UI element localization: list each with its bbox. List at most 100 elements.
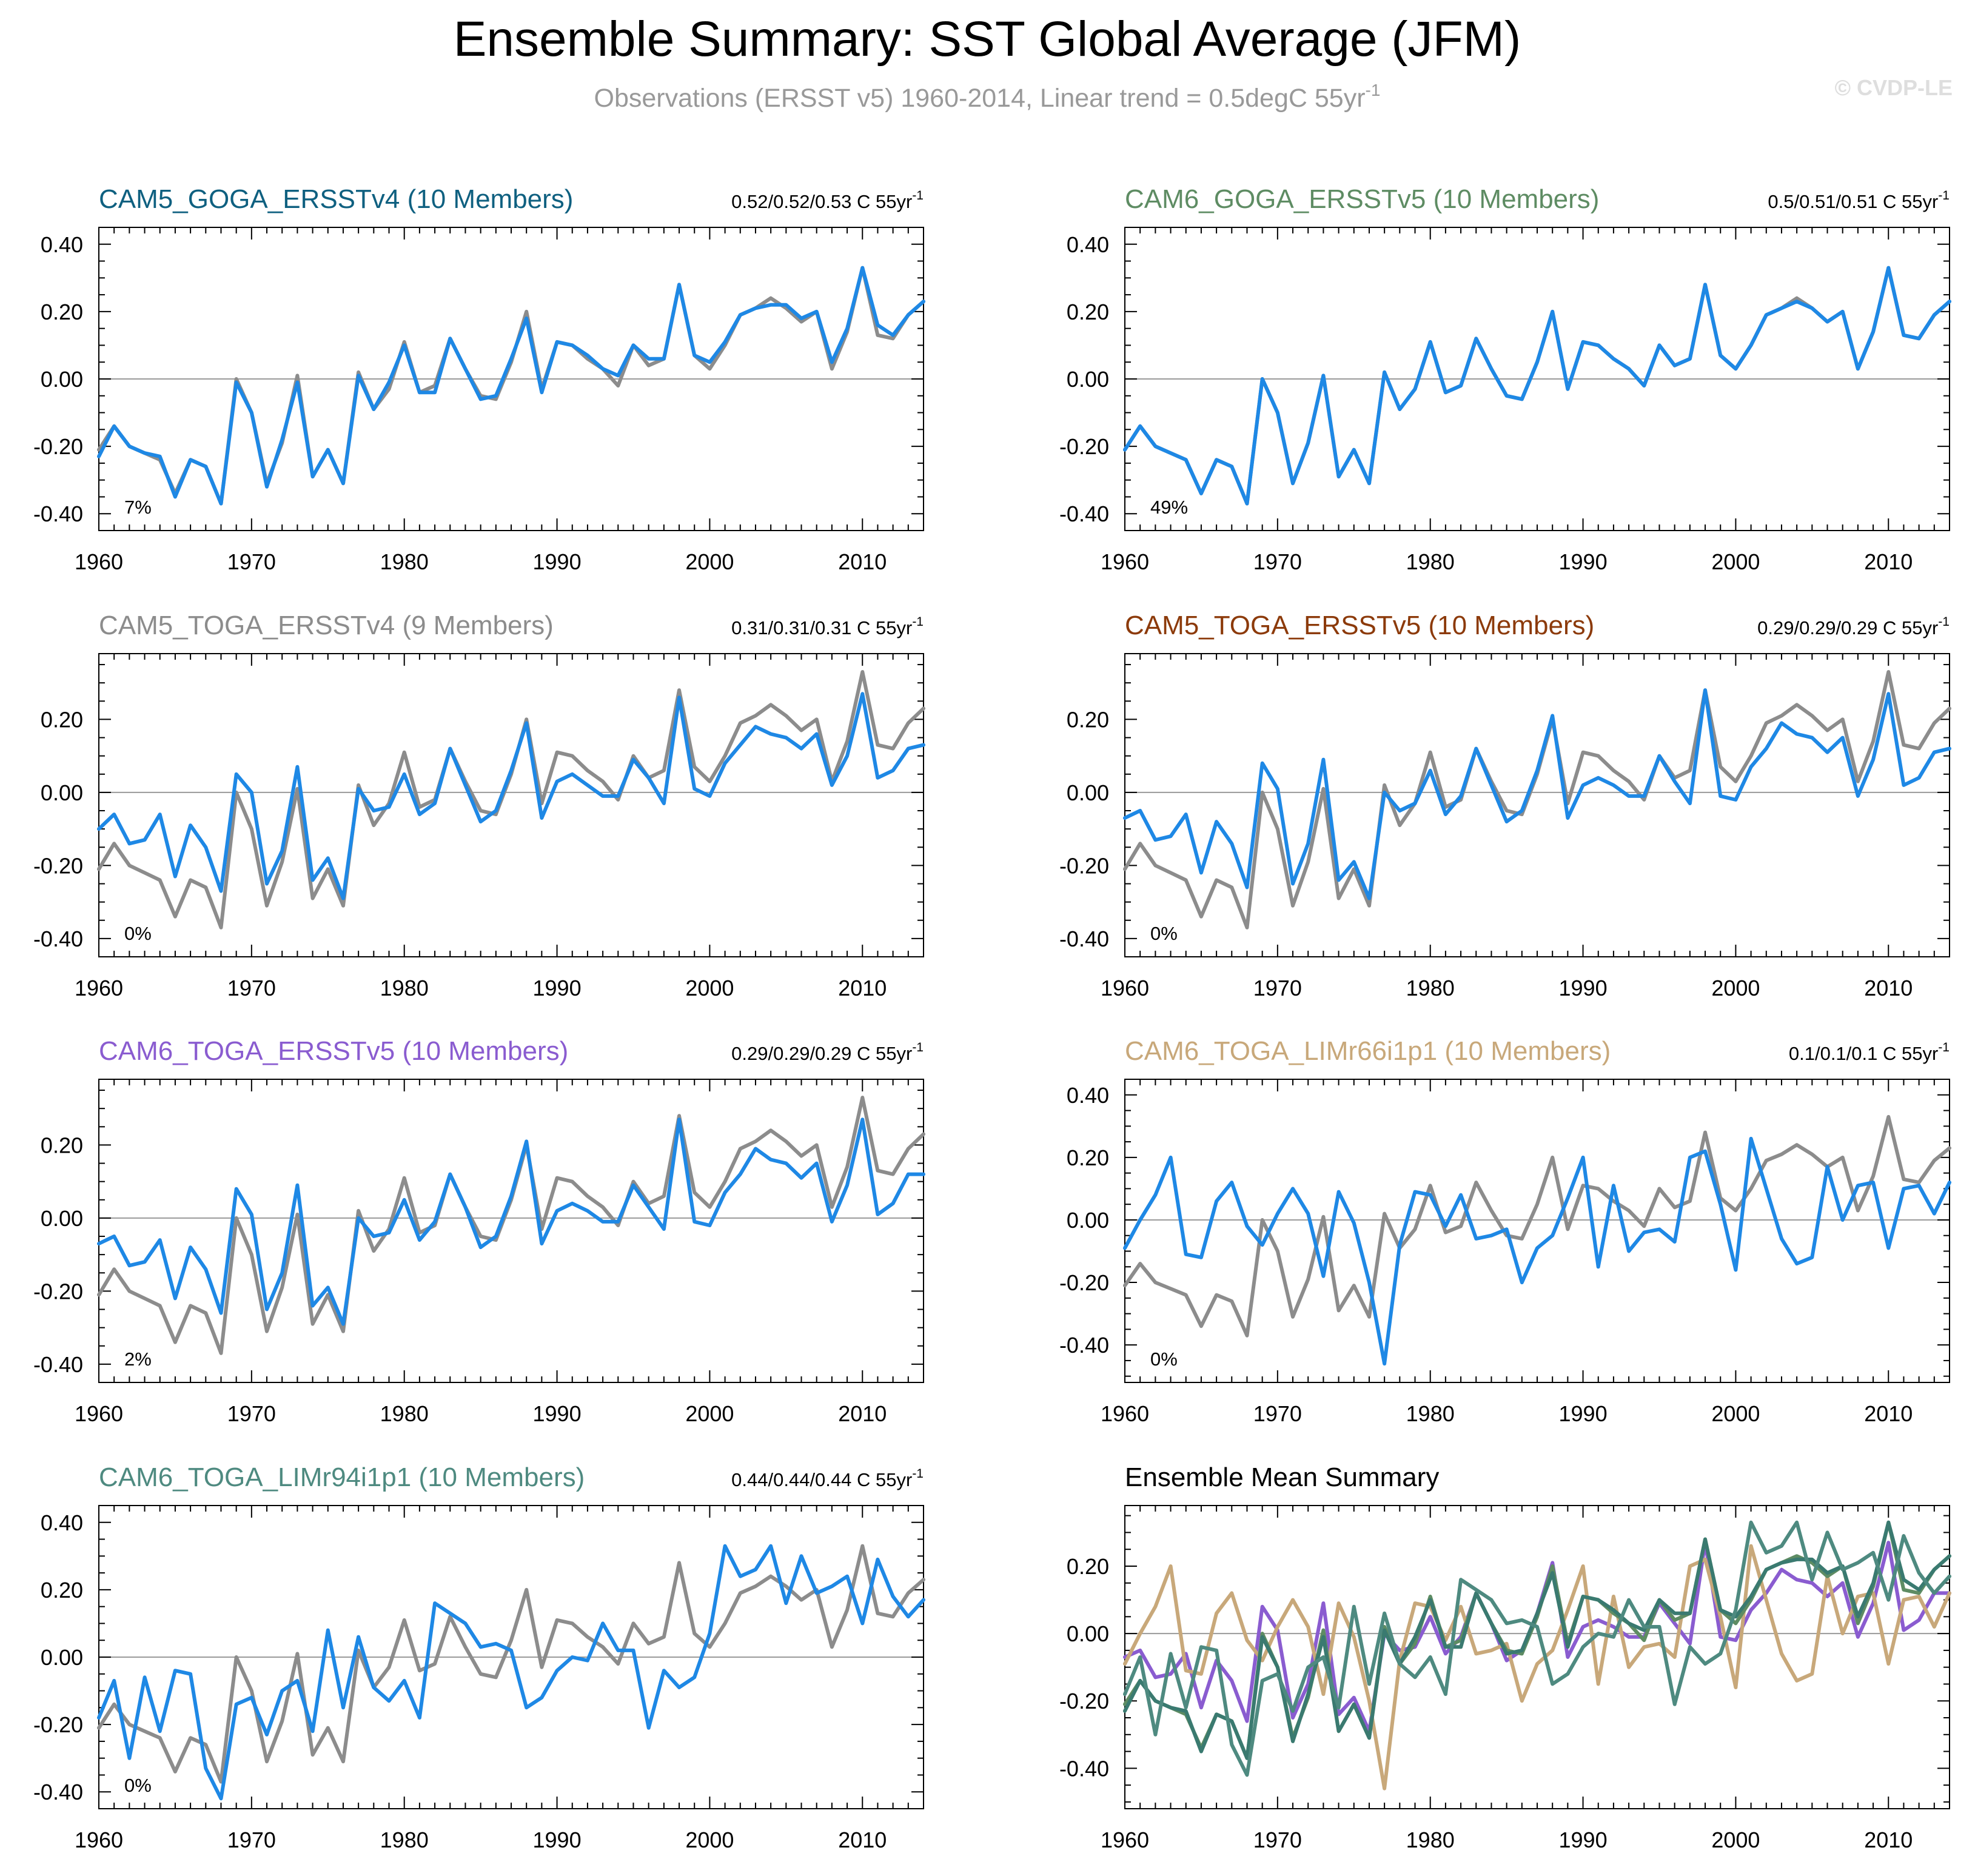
panel-title: CAM6_GOGA_ERSSTv5 (10 Members) <box>1125 184 1599 214</box>
panel-stats-sup: -1 <box>912 189 924 203</box>
panel-stats-sup: -1 <box>912 615 924 629</box>
panel-7: -0.40 -0.20 0.00 0.20 0.40 1960 1970 1980 1990 20… <box>33 1462 925 1852</box>
y-tick-label: -0.40 <box>33 501 83 526</box>
ensemble-mean-line <box>1123 1544 1951 1791</box>
x-tick-label: 1990 <box>1559 1827 1608 1852</box>
x-tick-label: 1970 <box>227 976 276 1000</box>
x-tick-label: 1970 <box>227 549 276 574</box>
ensemble-mean-line <box>1123 1520 1951 1777</box>
panel-stats-text: 0.31/0.31/0.31 C 55yr <box>731 617 912 638</box>
x-tick-label: 1980 <box>380 976 429 1000</box>
panel-title: Ensemble Mean Summary <box>1125 1462 1439 1492</box>
x-tick-label: 1980 <box>1406 1827 1455 1852</box>
y-tick-label: -0.20 <box>33 853 83 878</box>
y-tick-label: 0.20 <box>1067 707 1109 732</box>
panel-stats: 0.5/0.51/0.51 C 55yr-1 <box>1768 189 1950 212</box>
panel-title: CAM6_TOGA_LIMr66i1p1 (10 Members) <box>1125 1036 1611 1066</box>
panel-stats-text: 0.29/0.29/0.29 C 55yr <box>731 1043 912 1064</box>
observations-line <box>97 1544 925 1784</box>
x-tick-label: 2010 <box>838 549 887 574</box>
x-tick-label: 1980 <box>380 1401 429 1426</box>
x-tick-label: 1990 <box>1559 1401 1608 1426</box>
x-tick-label: 1960 <box>75 1827 123 1852</box>
y-tick-label: -0.20 <box>1059 853 1109 878</box>
y-tick-label: 0.20 <box>1067 1554 1109 1579</box>
panel-stats-text: 0.1/0.1/0.1 C 55yr <box>1789 1043 1938 1064</box>
panel-stats: 0.31/0.31/0.31 C 55yr-1 <box>731 615 924 638</box>
observations-line <box>1123 670 1951 930</box>
x-tick-label: 1960 <box>75 976 123 1000</box>
panel-title: CAM6_TOGA_LIMr94i1p1 (10 Members) <box>99 1462 585 1492</box>
y-tick-label: 0.40 <box>41 232 83 257</box>
x-tick-label: 1980 <box>380 1827 429 1852</box>
x-tick-label: 1970 <box>1253 549 1302 574</box>
y-tick-label: -0.40 <box>33 1352 83 1377</box>
panel-title: CAM5_GOGA_ERSSTv4 (10 Members) <box>99 184 573 214</box>
ensemble-mean-line <box>1123 688 1951 900</box>
x-tick-label: 1990 <box>1559 976 1608 1000</box>
observations-line <box>1123 266 1951 506</box>
x-tick-label: 1980 <box>1406 1401 1455 1426</box>
x-tick-label: 2000 <box>685 1827 734 1852</box>
x-tick-label: 1980 <box>1406 549 1455 574</box>
y-tick-label: -0.20 <box>1059 1689 1109 1714</box>
y-tick-label: -0.40 <box>33 926 83 951</box>
figure-subtitle-sup: -1 <box>1366 81 1381 99</box>
y-tick-label: -0.40 <box>33 1780 83 1804</box>
y-tick-label: 0.00 <box>41 780 83 805</box>
y-tick-label: 0.00 <box>41 1645 83 1670</box>
y-tick-label: 0.40 <box>1067 1083 1109 1108</box>
panel-percent: 49% <box>1150 497 1188 518</box>
x-tick-label: 2010 <box>1864 1401 1913 1426</box>
x-tick-label: 2000 <box>1711 976 1760 1000</box>
panel-title: CAM5_TOGA_ERSSTv5 (10 Members) <box>1125 611 1594 640</box>
x-tick-label: 1990 <box>533 549 582 574</box>
panel-stats-text: 0.5/0.51/0.51 C 55yr <box>1768 191 1938 212</box>
x-tick-label: 1970 <box>1253 976 1302 1000</box>
observations-line <box>97 1096 925 1355</box>
x-tick-label: 2010 <box>838 1827 887 1852</box>
x-tick-label: 2000 <box>685 1401 734 1426</box>
panel-stats-sup: -1 <box>1938 1040 1950 1054</box>
panel-percent: 0% <box>1150 1348 1178 1370</box>
x-tick-label: 1960 <box>75 549 123 574</box>
panels: -0.40 -0.20 0.00 0.20 0.40 1960 1970 1980 1990 20… <box>33 184 1951 1852</box>
x-tick-label: 2000 <box>1711 1401 1760 1426</box>
panel-percent: 7% <box>124 497 152 518</box>
x-tick-label: 2010 <box>838 976 887 1000</box>
x-tick-label: 2010 <box>1864 976 1913 1000</box>
y-tick-label: 0.20 <box>41 1133 83 1157</box>
panel-stats-text: 0.44/0.44/0.44 C 55yr <box>731 1469 912 1490</box>
x-tick-label: 1970 <box>227 1827 276 1852</box>
y-tick-label: -0.20 <box>33 1279 83 1304</box>
ensemble-mean-line <box>97 1117 925 1326</box>
panel-stats: 0.29/0.29/0.29 C 55yr-1 <box>1757 615 1950 638</box>
y-tick-label: -0.20 <box>33 1712 83 1737</box>
figure-subtitle-text: Observations (ERSST v5) 1960-2014, Linea… <box>594 84 1366 113</box>
y-tick-label: 0.00 <box>1067 367 1109 392</box>
ensemble-mean-line <box>97 1544 925 1801</box>
x-tick-label: 1960 <box>1101 549 1149 574</box>
x-tick-label: 2010 <box>1864 549 1913 574</box>
x-tick-label: 1960 <box>75 1401 123 1426</box>
observations-line <box>1123 1114 1951 1338</box>
panel-percent: 2% <box>124 1348 152 1370</box>
x-tick-label: 1960 <box>1101 976 1149 1000</box>
x-tick-label: 1990 <box>533 976 582 1000</box>
y-tick-label: -0.40 <box>1059 1333 1109 1358</box>
panel-4: -0.40 -0.20 0.00 0.20 1960 1970 1980 1990 2000 20… <box>1059 611 1951 1000</box>
y-tick-label: 0.20 <box>41 1578 83 1603</box>
panel-title: CAM5_TOGA_ERSSTv4 (9 Members) <box>99 611 554 640</box>
panel-percent: 0% <box>1150 923 1178 944</box>
y-tick-label: -0.40 <box>1059 501 1109 526</box>
panel-1: -0.40 -0.20 0.00 0.20 0.40 1960 1970 1980 1990 20… <box>33 184 925 574</box>
panel-stats-sup: -1 <box>912 1467 924 1481</box>
x-tick-label: 1980 <box>380 549 429 574</box>
ensemble-mean-line <box>97 266 925 506</box>
y-tick-label: 0.00 <box>1067 1621 1109 1646</box>
panel-5: -0.40 -0.20 0.00 0.20 1960 1970 1980 1990 2000 20… <box>33 1036 925 1426</box>
panel-stats-text: 0.52/0.52/0.53 C 55yr <box>731 191 912 212</box>
y-tick-label: -0.40 <box>1059 1756 1109 1781</box>
panel-stats: 0.29/0.29/0.29 C 55yr-1 <box>731 1040 924 1064</box>
y-tick-label: 0.40 <box>41 1510 83 1535</box>
